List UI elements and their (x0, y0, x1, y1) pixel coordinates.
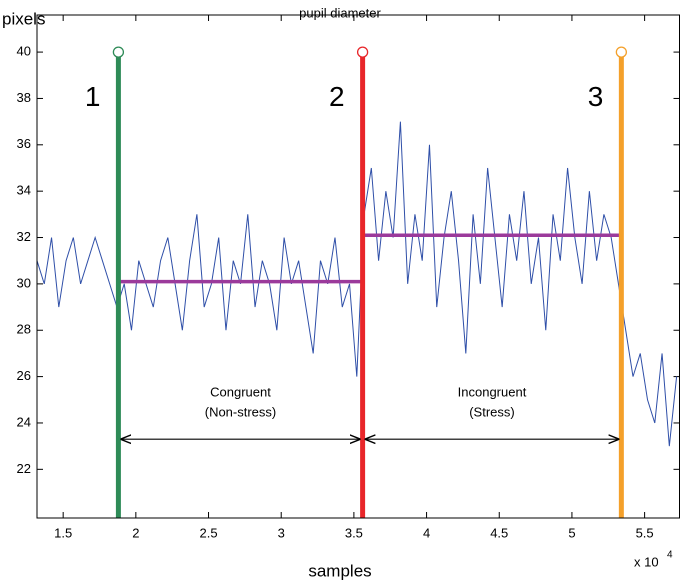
chart-title: pupil diameter (299, 5, 381, 20)
y-tick-label: 40 (17, 44, 31, 59)
span-label: Incongruent (458, 385, 527, 400)
y-tick-label: 30 (17, 275, 31, 290)
y-tick-label: 24 (17, 414, 31, 429)
x-axis-label: samples (308, 561, 371, 580)
x-tick-label: 3.5 (345, 525, 363, 540)
span-label: Congruent (210, 385, 271, 400)
event-label: 2 (329, 81, 345, 112)
y-tick-label: 34 (17, 183, 31, 198)
x-tick-label: 4 (423, 525, 430, 540)
x-tick-label: 2 (132, 525, 139, 540)
y-tick-label: 36 (17, 136, 31, 151)
x-tick-label: 1.5 (54, 525, 72, 540)
y-tick-label: 38 (17, 90, 31, 105)
span-label: (Non-stress) (205, 405, 277, 420)
span-label: (Stress) (469, 405, 515, 420)
event-marker (615, 46, 628, 58)
event-marker (356, 46, 369, 58)
data-line (36, 121, 678, 447)
y-tick-label: 26 (17, 368, 31, 383)
event-marker (112, 46, 125, 58)
x-tick-label: 3 (278, 525, 285, 540)
x-exponent: 4 (667, 550, 673, 561)
x-tick-label: 2.5 (199, 525, 217, 540)
y-tick-label: 32 (17, 229, 31, 244)
x-multiplier: x 10 (634, 554, 659, 569)
y-tick-label: 22 (17, 461, 31, 476)
event-label: 1 (85, 81, 101, 112)
event-label: 3 (588, 81, 604, 112)
y-tick-label: 28 (17, 322, 31, 337)
x-tick-label: 4.5 (490, 525, 508, 540)
x-tick-label: 5 (568, 525, 575, 540)
x-tick-label: 5.5 (636, 525, 654, 540)
y-axis-label: pixels (2, 9, 45, 28)
